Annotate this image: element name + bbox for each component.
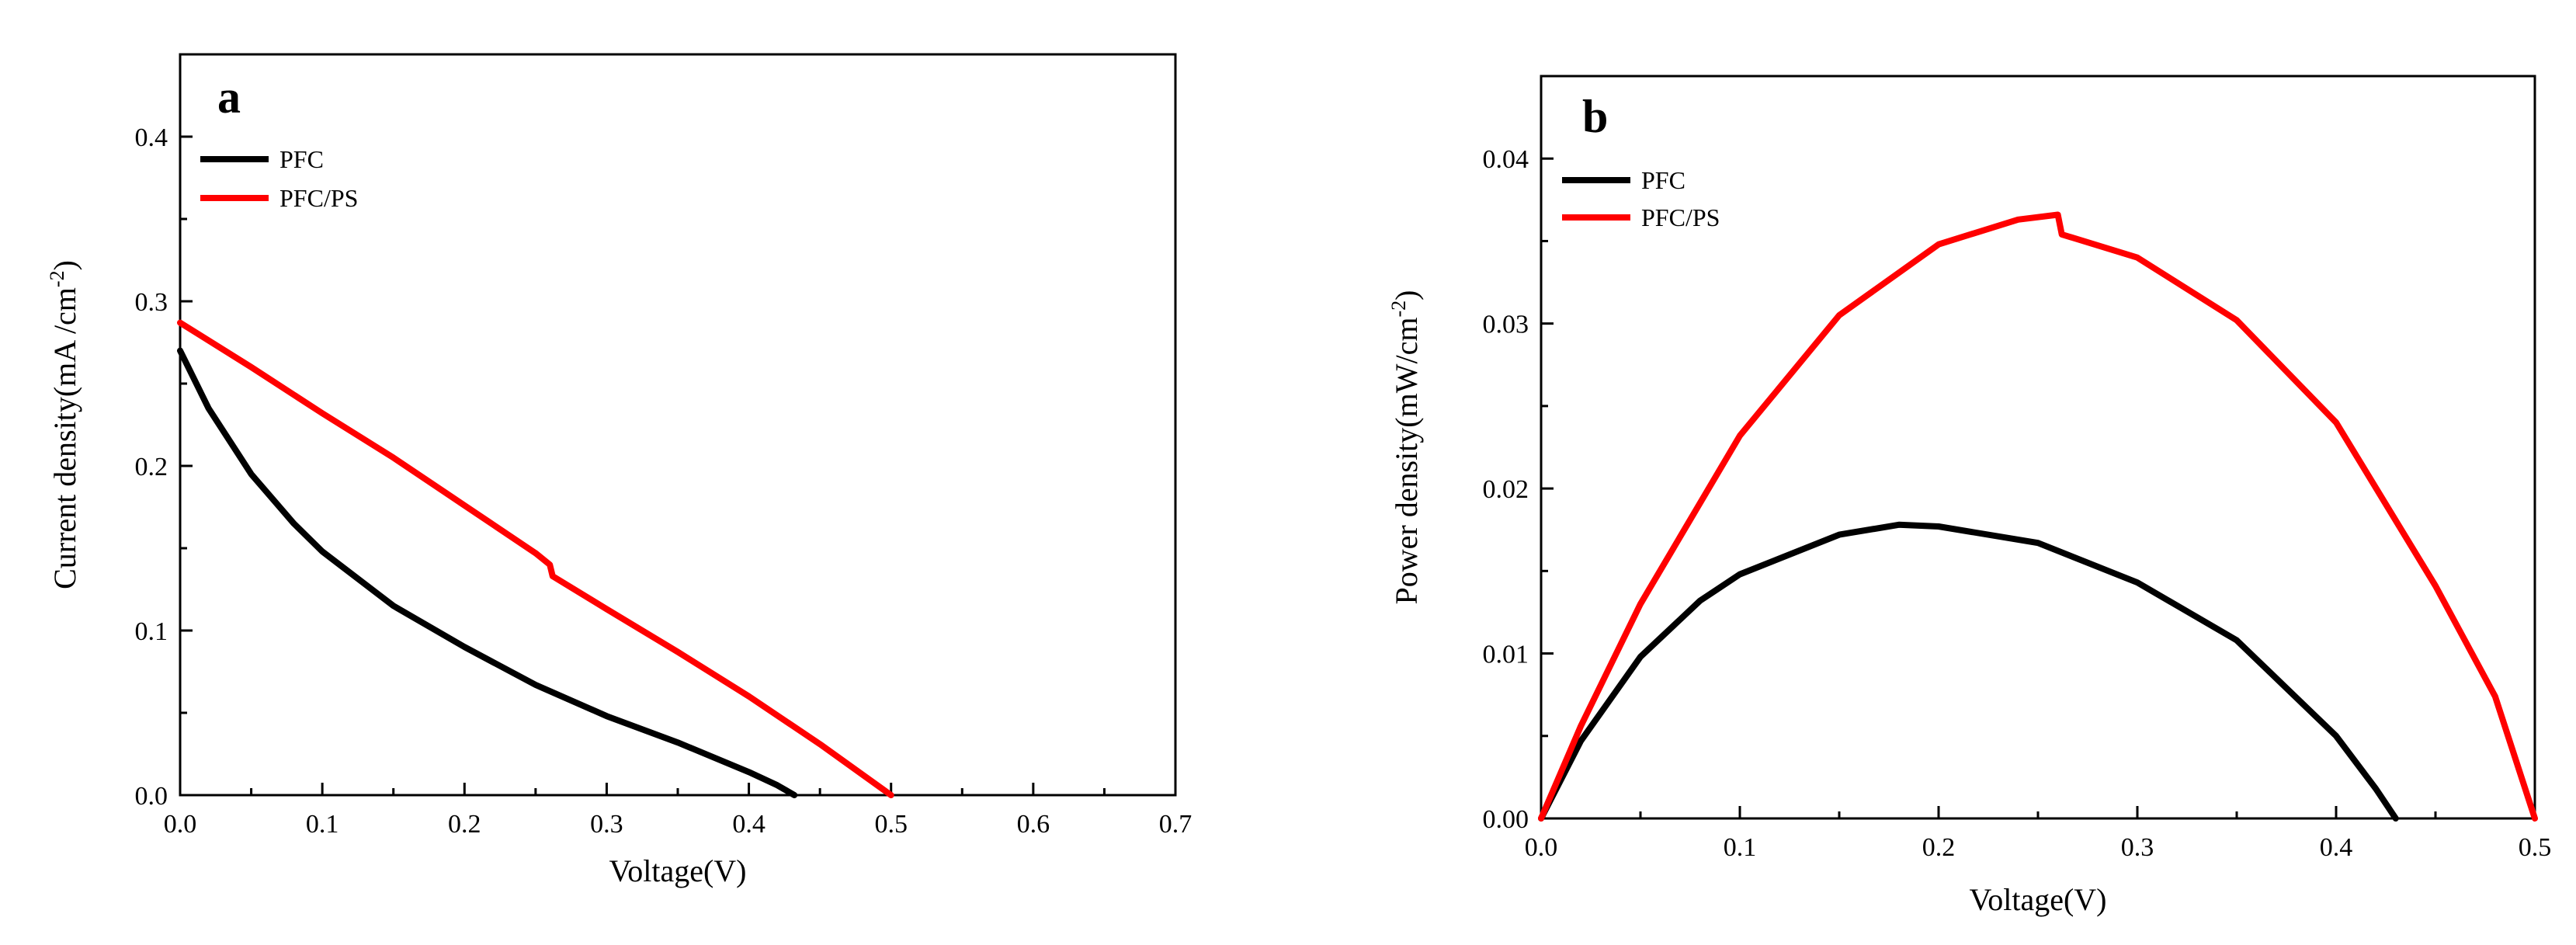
chart-panel-b: 0.0 0.1 0.2 0.3 0.4 0.5 0.00 0.01 0.02 0.03 0.04 b… [1387, 75, 2552, 917]
y-axis-title-close: ) [47, 260, 82, 270]
x-tick-label: 0.0 [164, 810, 197, 839]
y-axis-title: Current density(mA /cm-2) [46, 260, 82, 589]
x-tick-label: 0.1 [306, 810, 339, 839]
x-axis-title: Voltage(V) [1970, 882, 2107, 917]
x-tick-label: 0.2 [448, 810, 481, 839]
y-axis-title-text: Power density(mW/cm [1389, 318, 1424, 605]
y-tick-label: 0.01 [1483, 641, 1529, 669]
y-axis-title-superscript: -2 [46, 270, 68, 287]
legend: PFC PFC/PS [200, 145, 358, 212]
y-axis-title-superscript: -2 [1387, 301, 1410, 318]
x-tick-label: 0.5 [874, 810, 908, 839]
y-tick-label: 0.3 [135, 288, 168, 317]
x-tick-label: 0.6 [1017, 810, 1050, 839]
y-axis-title-close: ) [1389, 290, 1424, 301]
y-tick-label: 0.2 [135, 453, 168, 481]
legend: PFC PFC/PS [1562, 166, 1720, 231]
series-line-pfc [1538, 521, 2399, 822]
y-tick-label: 0.00 [1483, 805, 1529, 834]
x-tick-label: 0.5 [2519, 833, 2552, 862]
series-line-pfc [177, 347, 798, 798]
panel-label: a [217, 71, 241, 123]
x-tick-label: 0.3 [590, 810, 623, 839]
chart-marks: 0.0 0.1 0.2 0.3 0.4 0.5 0.6 0.7 0.0 0.1 0.2 0.3 0.4 [135, 53, 1193, 839]
x-tick-label: 0.0 [1525, 833, 1558, 862]
y-tick-label: 0.04 [1483, 145, 1529, 174]
y-tick-label: 0.0 [135, 782, 168, 811]
y-axis-title: Power density(mW/cm-2) [1387, 290, 1424, 605]
y-tick-label: 0.4 [135, 123, 168, 152]
panel-label: b [1582, 91, 1608, 142]
chart-panel-a: 0.0 0.1 0.2 0.3 0.4 0.5 0.6 0.70.00.10.20.30.4 … [46, 53, 1193, 888]
x-tick-label: 0.7 [1159, 810, 1193, 839]
y-axis-title-text: Current density(mA /cm [47, 287, 82, 589]
legend-label-pfc: PFC [279, 145, 324, 173]
y-tick-label: 0.02 [1483, 475, 1529, 504]
x-tick-label: 0.1 [1724, 833, 1757, 862]
x-tick-label: 0.4 [732, 810, 766, 839]
legend-label-pfc: PFC [1641, 166, 1686, 194]
x-tick-label: 0.3 [2121, 833, 2154, 862]
x-tick-label: 0.2 [1922, 833, 1956, 862]
plot-frame [179, 53, 1177, 797]
y-tick-label: 0.1 [135, 617, 168, 646]
legend-label-pfc-ps: PFC/PS [1641, 203, 1720, 231]
series-line-pfc-ps [177, 319, 894, 798]
y-tick-label: 0.03 [1483, 311, 1529, 339]
series-line-pfc-ps [1538, 211, 2538, 822]
x-tick-label: 0.4 [2320, 833, 2353, 862]
x-axis-title: Voltage(V) [609, 853, 747, 888]
plot-frame [1540, 75, 2536, 820]
chart-marks: 0.0 0.1 0.2 0.3 0.4 0.5 0.00 0.01 0.02 0.03 0.04 [1483, 75, 2552, 862]
legend-label-pfc-ps: PFC/PS [279, 184, 358, 212]
